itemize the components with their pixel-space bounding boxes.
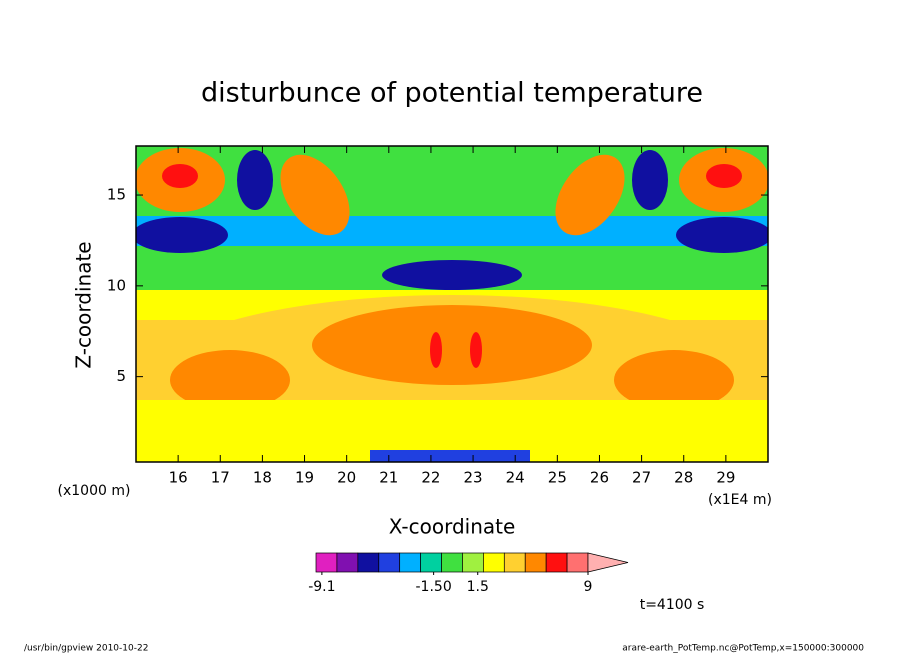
x-tick-label: 18 [253, 469, 272, 487]
time-label: t=4100 s [640, 597, 705, 613]
x-tick-label: 22 [421, 469, 440, 487]
colorbar-segment [462, 552, 484, 573]
colorbar-segment [357, 552, 380, 573]
colorbar-segment [524, 552, 547, 573]
footer-right: arare-earth_PotTemp.nc@PotTemp,x=150000:… [622, 644, 864, 654]
colorbar-segment [503, 552, 526, 573]
colorbar-extension [587, 552, 629, 573]
colorbar-segment [378, 552, 401, 573]
colorbar-segment [441, 552, 463, 573]
colorbar-segment [483, 552, 505, 573]
colorbar-segment [399, 552, 421, 573]
x-tick-label: 21 [379, 469, 398, 487]
chart-title: disturbunce of potential temperature [201, 78, 703, 109]
x-tick-label: 29 [716, 469, 735, 487]
y-tick-label: 15 [107, 186, 126, 204]
x-tick-label: 17 [211, 469, 230, 487]
x-tick-label: 25 [548, 469, 567, 487]
x-tick-label: 28 [674, 469, 693, 487]
x-tick-label: 19 [295, 469, 314, 487]
colorbar-tick-label: 9 [584, 579, 593, 595]
y-axis-label: Z-coordinate [72, 241, 96, 368]
x-tick-label: 20 [337, 469, 356, 487]
x-unit: (x1E4 m) [708, 492, 772, 508]
y-tick-label: 5 [116, 367, 126, 385]
colorbar-tick-label: 1.5 [467, 579, 489, 595]
x-axis-label: X-coordinate [389, 515, 516, 539]
colorbar-tick-label: -9.1 [308, 579, 335, 595]
colorbar-segment [336, 552, 359, 573]
plot-frame [135, 145, 769, 463]
x-tick-label: 26 [590, 469, 609, 487]
colorbar-segment [420, 552, 442, 573]
colorbar-tick-label: -1.50 [416, 579, 452, 595]
colorbar-segment [566, 552, 589, 573]
contour-field [136, 146, 768, 462]
y-tick-label: 10 [107, 276, 126, 294]
footer-left: /usr/bin/gpview 2010-10-22 [24, 644, 148, 654]
x-tick-label: 27 [632, 469, 651, 487]
y-unit: (x1000 m) [58, 483, 131, 499]
colorbar-segment [315, 552, 338, 573]
x-tick-label: 16 [169, 469, 188, 487]
x-tick-label: 23 [464, 469, 483, 487]
x-tick-label: 24 [506, 469, 525, 487]
colorbar-segment [545, 552, 568, 573]
